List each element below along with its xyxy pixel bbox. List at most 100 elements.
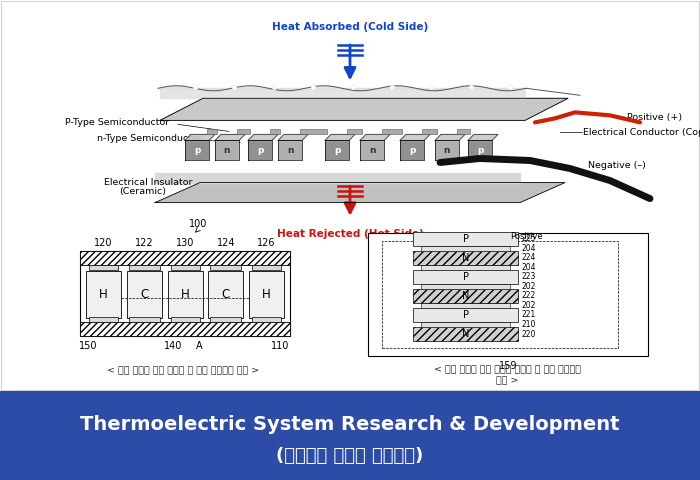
Bar xyxy=(413,251,518,265)
Bar xyxy=(129,265,160,270)
Text: (Ceramic): (Ceramic) xyxy=(119,187,166,196)
Bar xyxy=(421,265,510,270)
Text: N: N xyxy=(462,253,469,263)
Text: p: p xyxy=(409,146,415,155)
Text: Electrical Insulator: Electrical Insulator xyxy=(104,178,192,187)
Text: P-Type Semiconductor: P-Type Semiconductor xyxy=(65,118,169,127)
Bar xyxy=(252,317,281,322)
Text: C: C xyxy=(222,288,230,301)
Text: 110: 110 xyxy=(271,341,289,351)
Polygon shape xyxy=(435,141,459,160)
Text: 100: 100 xyxy=(189,219,207,228)
Text: 204: 204 xyxy=(521,263,536,272)
Bar xyxy=(171,317,199,322)
Bar xyxy=(237,130,250,134)
Bar xyxy=(89,317,118,322)
Text: H: H xyxy=(99,288,108,301)
Polygon shape xyxy=(215,134,245,141)
Bar xyxy=(89,265,118,270)
Bar xyxy=(421,246,510,251)
Text: H: H xyxy=(181,288,190,301)
Bar xyxy=(171,265,199,270)
Text: P: P xyxy=(463,272,468,282)
Text: Heat Absorbed (Cold Side): Heat Absorbed (Cold Side) xyxy=(272,22,428,32)
Bar xyxy=(270,130,280,134)
Text: n: n xyxy=(444,146,450,155)
Polygon shape xyxy=(248,141,272,160)
Bar xyxy=(382,241,618,348)
Text: n: n xyxy=(224,146,230,155)
Bar xyxy=(413,308,518,322)
Bar xyxy=(80,251,290,265)
Text: Positive (+): Positive (+) xyxy=(627,113,682,122)
Text: 225: 225 xyxy=(521,234,536,243)
Polygon shape xyxy=(185,134,215,141)
Bar xyxy=(209,271,244,318)
Polygon shape xyxy=(360,141,384,160)
Text: < 열전 소자의 단면 구조의 일 예를 나타내는 도면 >: < 열전 소자의 단면 구조의 일 예를 나타내는 도면 > xyxy=(107,367,259,376)
Text: 140: 140 xyxy=(164,341,182,351)
Text: A: A xyxy=(196,341,202,351)
Text: 202: 202 xyxy=(521,301,536,310)
Text: N: N xyxy=(462,329,469,339)
Bar xyxy=(368,233,648,356)
Text: Heat Rejected (Hot Side): Heat Rejected (Hot Side) xyxy=(276,228,424,239)
Bar xyxy=(129,317,160,322)
Text: < 열전 소자의 중간 기판의 구성의 일 예를 나타내는
도면 >: < 열전 소자의 중간 기판의 구성의 일 예를 나타내는 도면 > xyxy=(433,365,580,385)
Text: 202: 202 xyxy=(521,282,536,291)
Text: p: p xyxy=(194,146,200,155)
Polygon shape xyxy=(215,141,239,160)
Text: Thermoelectric System Research & Development: Thermoelectric System Research & Develop… xyxy=(80,415,620,433)
Text: Positive: Positive xyxy=(510,232,543,241)
Text: p: p xyxy=(257,146,263,155)
Bar xyxy=(252,265,281,270)
Text: 10: 10 xyxy=(368,290,379,299)
Text: 210: 210 xyxy=(521,320,536,329)
Bar xyxy=(421,322,510,327)
Bar xyxy=(127,271,162,318)
Polygon shape xyxy=(468,141,492,160)
Bar xyxy=(347,130,362,134)
Text: n-Type Semiconductor: n-Type Semiconductor xyxy=(97,134,202,143)
Polygon shape xyxy=(360,134,390,141)
Polygon shape xyxy=(278,141,302,160)
Polygon shape xyxy=(400,141,424,160)
Bar xyxy=(413,232,518,246)
Bar xyxy=(86,271,121,318)
Text: 218: 218 xyxy=(391,308,407,317)
Polygon shape xyxy=(278,134,308,141)
Text: 126: 126 xyxy=(258,238,276,248)
Bar xyxy=(421,303,510,308)
Bar xyxy=(80,251,290,336)
Bar xyxy=(457,130,470,134)
Text: Negative (–): Negative (–) xyxy=(588,161,646,170)
Bar xyxy=(422,130,437,134)
Bar xyxy=(300,130,327,134)
Text: 120: 120 xyxy=(94,238,113,248)
Text: P: P xyxy=(463,310,468,320)
Text: H: H xyxy=(262,288,271,301)
Bar xyxy=(382,130,402,134)
Bar xyxy=(210,265,242,270)
Bar xyxy=(167,271,202,318)
Text: n: n xyxy=(369,146,375,155)
Text: (열전소자 시스템 연구개발): (열전소자 시스템 연구개발) xyxy=(276,447,424,465)
Text: 213: 213 xyxy=(391,270,407,279)
Text: 221: 221 xyxy=(521,311,536,320)
Text: P: P xyxy=(463,234,468,244)
Text: 124: 124 xyxy=(216,238,235,248)
Bar xyxy=(413,270,518,284)
Text: 150: 150 xyxy=(78,341,97,351)
Bar xyxy=(210,317,242,322)
Text: 204: 204 xyxy=(521,244,536,253)
Bar xyxy=(80,322,290,336)
Bar xyxy=(249,271,284,318)
Text: p: p xyxy=(334,146,340,155)
Bar xyxy=(413,289,518,303)
Text: 220: 220 xyxy=(521,330,536,338)
Polygon shape xyxy=(325,134,355,141)
Polygon shape xyxy=(160,98,568,120)
Polygon shape xyxy=(435,134,465,141)
Polygon shape xyxy=(468,134,498,141)
Text: 224: 224 xyxy=(521,253,536,262)
